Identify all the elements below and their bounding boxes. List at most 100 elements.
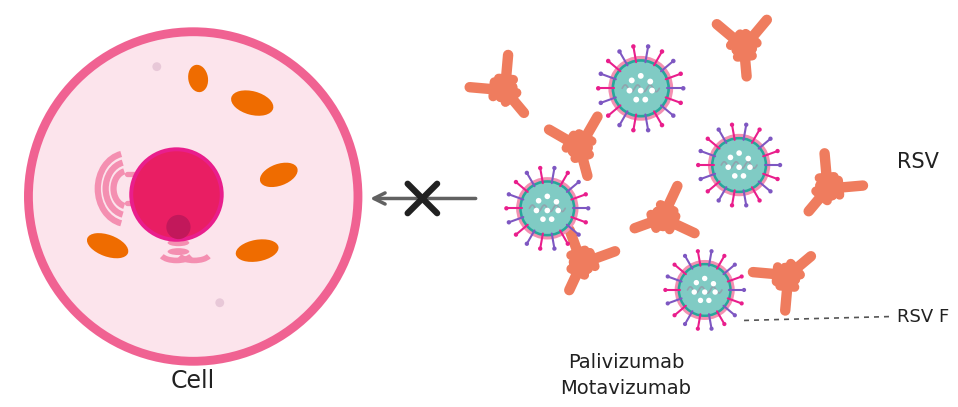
Circle shape: [627, 88, 632, 94]
Circle shape: [556, 208, 561, 213]
Circle shape: [554, 199, 559, 205]
Circle shape: [552, 166, 557, 170]
Circle shape: [646, 128, 650, 132]
Circle shape: [129, 147, 223, 242]
Circle shape: [663, 288, 668, 292]
Circle shape: [692, 289, 697, 295]
Circle shape: [504, 206, 509, 210]
Circle shape: [696, 249, 700, 253]
Circle shape: [711, 281, 717, 287]
Circle shape: [680, 265, 729, 315]
Circle shape: [507, 220, 511, 225]
Circle shape: [638, 73, 644, 79]
Circle shape: [538, 247, 542, 251]
Circle shape: [740, 301, 743, 306]
Circle shape: [650, 88, 655, 94]
Circle shape: [544, 194, 550, 199]
Circle shape: [717, 127, 720, 132]
Circle shape: [673, 313, 676, 317]
Circle shape: [643, 97, 649, 103]
Circle shape: [536, 198, 541, 204]
Circle shape: [167, 215, 191, 239]
Ellipse shape: [231, 90, 273, 116]
Circle shape: [544, 208, 550, 213]
Circle shape: [617, 49, 622, 54]
Circle shape: [744, 123, 748, 127]
Ellipse shape: [236, 239, 279, 262]
Circle shape: [633, 97, 639, 103]
Circle shape: [525, 171, 529, 175]
Circle shape: [698, 149, 703, 153]
Circle shape: [778, 163, 783, 167]
Circle shape: [614, 62, 668, 115]
Circle shape: [683, 322, 687, 326]
Circle shape: [758, 127, 762, 132]
Circle shape: [710, 326, 714, 331]
Circle shape: [717, 198, 720, 203]
Circle shape: [596, 86, 601, 91]
Circle shape: [737, 164, 741, 170]
Circle shape: [740, 274, 743, 278]
Circle shape: [33, 36, 354, 357]
Circle shape: [586, 206, 590, 210]
Circle shape: [733, 263, 737, 267]
Circle shape: [540, 217, 546, 222]
Circle shape: [722, 254, 726, 258]
Circle shape: [730, 123, 734, 127]
Circle shape: [660, 123, 664, 127]
Circle shape: [728, 155, 733, 160]
Circle shape: [599, 72, 604, 76]
Circle shape: [519, 180, 576, 236]
Circle shape: [710, 249, 714, 253]
Circle shape: [696, 326, 700, 331]
Circle shape: [631, 128, 636, 132]
Circle shape: [768, 189, 773, 193]
Circle shape: [133, 151, 219, 238]
Circle shape: [513, 232, 518, 237]
Circle shape: [583, 220, 588, 225]
Circle shape: [732, 173, 738, 179]
Circle shape: [708, 134, 770, 196]
Circle shape: [666, 301, 670, 306]
Circle shape: [678, 101, 683, 105]
Circle shape: [706, 137, 710, 141]
Circle shape: [697, 298, 703, 303]
Text: Cell: Cell: [171, 370, 216, 394]
Circle shape: [565, 242, 570, 246]
Ellipse shape: [260, 163, 298, 187]
Circle shape: [522, 183, 573, 234]
Circle shape: [671, 114, 675, 118]
Circle shape: [702, 276, 707, 281]
Circle shape: [683, 254, 687, 258]
Ellipse shape: [168, 239, 190, 246]
Circle shape: [722, 322, 726, 326]
Circle shape: [611, 59, 670, 118]
Circle shape: [677, 263, 732, 317]
Circle shape: [638, 88, 644, 94]
Circle shape: [714, 140, 764, 190]
Circle shape: [513, 180, 518, 184]
Circle shape: [660, 49, 664, 54]
Ellipse shape: [87, 233, 128, 258]
Text: RSV: RSV: [897, 152, 939, 172]
Circle shape: [681, 86, 686, 91]
Circle shape: [648, 79, 653, 85]
Circle shape: [758, 198, 762, 203]
Circle shape: [671, 59, 675, 63]
Circle shape: [617, 123, 622, 127]
Circle shape: [674, 260, 735, 320]
Circle shape: [628, 77, 634, 83]
Circle shape: [577, 232, 581, 237]
Circle shape: [606, 114, 610, 118]
Circle shape: [694, 280, 699, 285]
Circle shape: [706, 298, 712, 303]
Circle shape: [577, 180, 581, 184]
Circle shape: [24, 27, 362, 366]
Circle shape: [552, 247, 557, 251]
Circle shape: [744, 203, 748, 208]
Circle shape: [599, 101, 604, 105]
Circle shape: [698, 177, 703, 181]
Circle shape: [678, 72, 683, 76]
Circle shape: [516, 177, 579, 239]
Circle shape: [631, 44, 636, 49]
